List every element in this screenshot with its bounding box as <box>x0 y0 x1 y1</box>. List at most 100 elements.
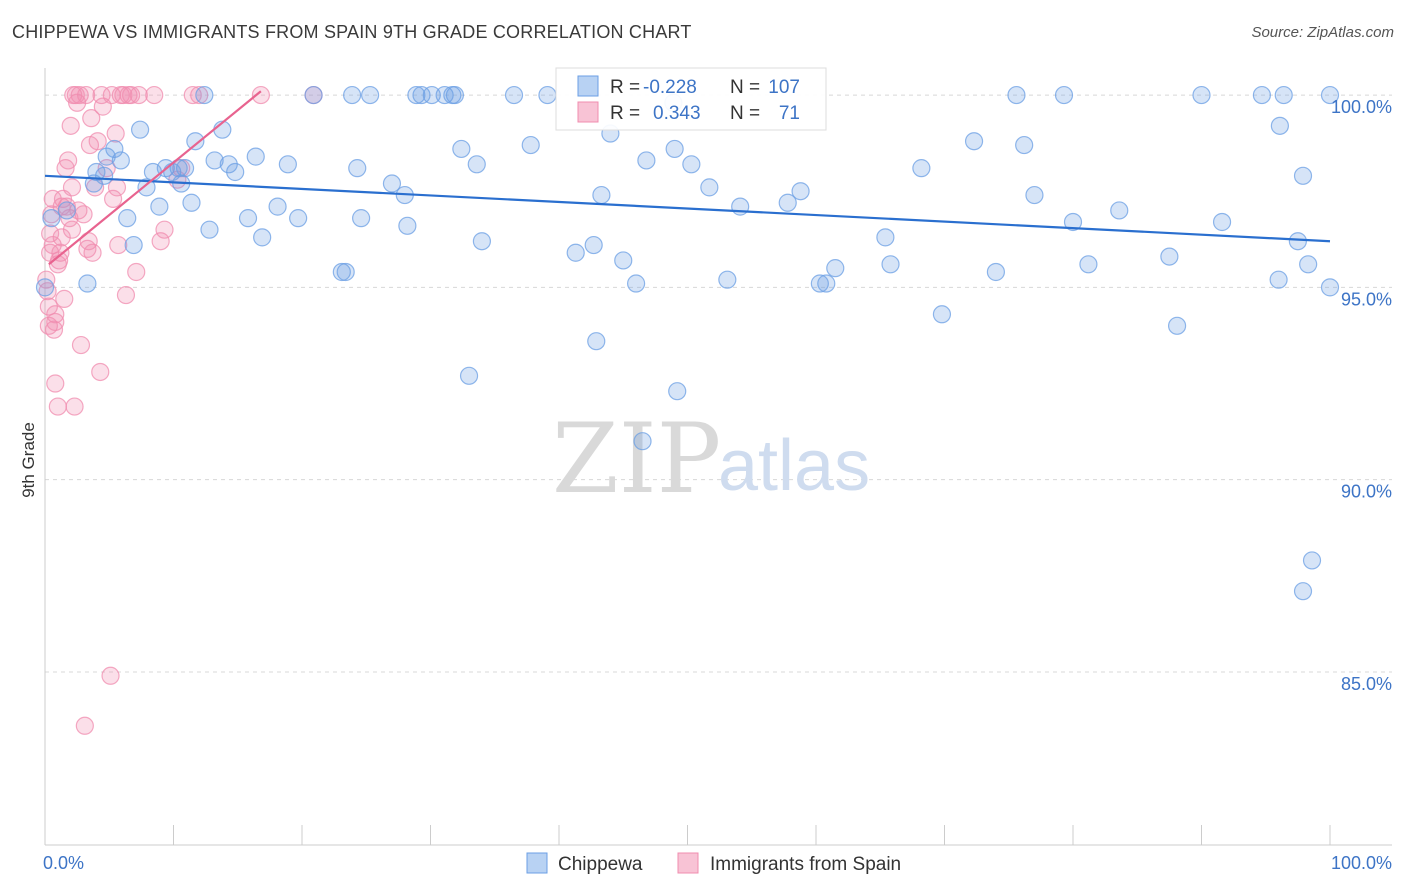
y-tick-label: 100.0% <box>1331 97 1392 117</box>
y-axis-title: 9th Grade <box>19 422 38 498</box>
chart-source: Source: ZipAtlas.com <box>1251 24 1394 41</box>
point-chippewa <box>95 166 114 185</box>
point-chippewa <box>778 193 797 212</box>
point-immigrants-from-spain <box>114 85 133 105</box>
stats-r-value-spain: 0.343 <box>653 103 701 124</box>
point-immigrants-from-spain <box>75 716 94 735</box>
point-immigrants-from-spain <box>44 320 64 339</box>
point-chippewa <box>268 197 287 216</box>
point-immigrants-from-spain <box>74 205 93 224</box>
point-chippewa <box>1025 185 1044 205</box>
point-immigrants-from-spain <box>46 305 65 324</box>
stats-swatch-spain <box>577 101 599 123</box>
point-chippewa <box>118 209 137 228</box>
point-chippewa <box>186 132 205 151</box>
point-chippewa <box>876 228 895 247</box>
y-tick-label: 95.0% <box>1341 289 1392 309</box>
point-immigrants-from-spain <box>46 374 65 393</box>
point-chippewa <box>1160 247 1179 266</box>
point-chippewa <box>253 228 272 247</box>
point-chippewa <box>1320 85 1340 105</box>
point-chippewa <box>521 135 540 155</box>
point-chippewa <box>1293 582 1313 601</box>
point-chippewa <box>538 85 557 105</box>
point-chippewa <box>826 259 845 278</box>
point-chippewa <box>881 255 900 274</box>
point-chippewa <box>472 232 491 251</box>
points-chippewa <box>35 85 1340 601</box>
point-immigrants-from-spain <box>70 85 89 105</box>
point-chippewa <box>343 85 362 105</box>
point-chippewa <box>668 382 687 401</box>
point-chippewa <box>1015 135 1034 155</box>
point-immigrants-from-spain <box>106 124 125 143</box>
y-tick-label: 85.0% <box>1341 674 1392 694</box>
point-immigrants-from-spain <box>61 116 80 135</box>
point-chippewa <box>1269 270 1288 289</box>
point-chippewa <box>398 216 417 235</box>
point-immigrants-from-spain <box>66 85 85 105</box>
point-immigrants-from-spain <box>251 85 270 105</box>
point-chippewa <box>361 85 380 105</box>
point-chippewa <box>332 262 351 282</box>
point-immigrants-from-spain <box>52 228 71 247</box>
point-chippewa <box>1063 212 1083 232</box>
point-chippewa <box>111 151 130 170</box>
watermark-atlas: atlas <box>718 426 870 506</box>
legend: Chippewa Immigrants from Spain <box>526 852 901 875</box>
point-immigrants-from-spain <box>55 289 74 309</box>
point-chippewa <box>1320 278 1340 297</box>
point-immigrants-from-spain <box>151 232 170 251</box>
point-chippewa <box>665 139 684 159</box>
point-chippewa <box>97 147 116 166</box>
point-chippewa <box>289 209 308 228</box>
point-chippewa <box>1252 85 1271 105</box>
trendline-chippewa <box>44 174 1331 243</box>
x-tick-label-max: 100.0% <box>1331 853 1392 873</box>
point-immigrants-from-spain <box>83 243 102 262</box>
point-immigrants-from-spain <box>71 335 91 355</box>
stats-r-value-chippewa: -0.228 <box>643 77 697 98</box>
point-immigrants-from-spain <box>62 220 82 239</box>
point-chippewa <box>57 201 76 220</box>
stats-box: R = -0.228 N = 107 R = 0.343 N = 71 <box>555 67 827 131</box>
point-chippewa <box>452 139 471 159</box>
point-chippewa <box>986 262 1006 282</box>
point-chippewa <box>382 174 402 193</box>
point-chippewa <box>791 182 810 201</box>
point-chippewa <box>205 151 224 170</box>
stats-r-label-spain: R = <box>610 103 640 124</box>
y-tick-label: 90.0% <box>1341 482 1392 502</box>
point-immigrants-from-spain <box>65 397 84 416</box>
points-immigrants-from-spain <box>37 85 323 735</box>
point-immigrants-from-spain <box>82 109 101 128</box>
point-chippewa <box>718 270 737 289</box>
point-chippewa <box>124 235 143 255</box>
point-chippewa <box>226 162 245 182</box>
legend-swatch-spain <box>677 852 699 874</box>
point-chippewa <box>584 235 603 255</box>
point-immigrants-from-spain <box>59 151 78 170</box>
point-chippewa <box>932 305 952 324</box>
point-immigrants-from-spain <box>62 178 82 197</box>
legend-swatch-chippewa <box>526 852 548 874</box>
point-chippewa <box>1299 255 1318 274</box>
point-chippewa <box>348 159 367 178</box>
point-immigrants-from-spain <box>129 85 148 105</box>
point-chippewa <box>278 155 297 174</box>
point-chippewa <box>435 85 454 105</box>
point-immigrants-from-spain <box>48 397 67 416</box>
point-immigrants-from-spain <box>41 224 60 243</box>
point-chippewa <box>422 85 441 105</box>
point-chippewa <box>246 147 265 166</box>
point-chippewa <box>336 262 355 282</box>
point-chippewa <box>504 85 524 105</box>
point-immigrants-from-spain <box>127 262 146 282</box>
point-chippewa <box>1274 85 1293 105</box>
point-chippewa <box>42 209 61 228</box>
point-chippewa <box>175 159 195 178</box>
point-chippewa <box>626 274 646 293</box>
stats-n-label-chippewa: N = <box>730 77 760 98</box>
point-immigrants-from-spain <box>155 220 174 239</box>
